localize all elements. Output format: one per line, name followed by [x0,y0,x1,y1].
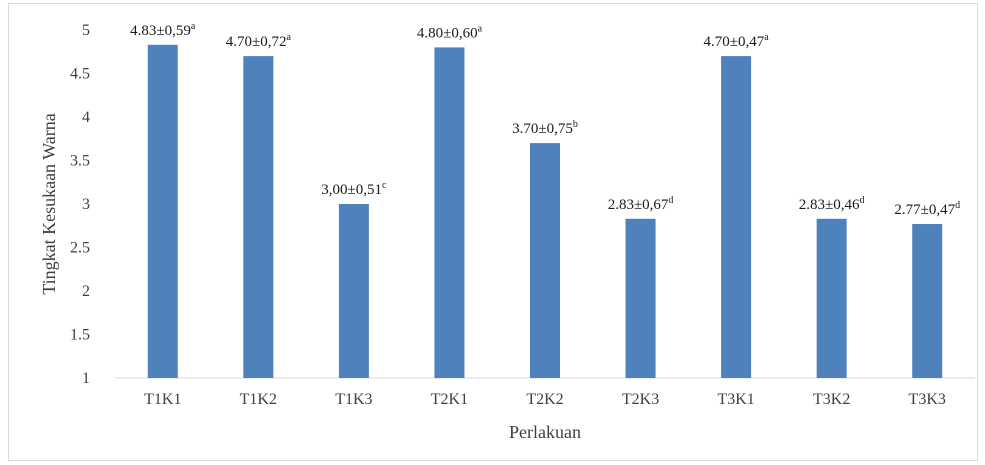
data-labels: 4.83±0,59a 4.70±0,72a 3,00±0,51c 4.80±0,60a… [130,21,960,218]
y-tick-label: 1.5 [70,327,90,344]
x-tick-label: T3K1 [717,391,754,408]
data-label: 2.77±0,47d [894,200,960,218]
data-label: 2.83±0,46d [799,195,865,213]
y-tick-label: 2.5 [70,240,90,257]
bar [816,218,847,378]
data-label: 3.70±0,75b [512,119,578,137]
x-tick-label: T2K2 [526,391,563,408]
x-tick-label: T3K3 [909,391,946,408]
data-label: 4.70±0,47a [704,32,770,50]
bar [530,143,560,378]
bar [912,224,943,378]
x-tick-label: T2K3 [622,391,659,408]
y-tick-label: 5 [82,22,90,39]
data-label: 2.83±0,67d [608,195,674,213]
x-tick-label: T3K2 [813,391,850,408]
y-axis-title: Tingkat Kesukaan Warna [39,113,59,295]
bars [147,44,943,379]
y-tick-label: 3 [82,196,90,213]
y-tick-label: 4 [82,109,90,126]
bar [721,56,752,378]
bar [147,44,178,378]
x-axis-ticks: T1K1 T1K2 T1K3 T2K1 T2K2 T2K3 T3K1 T3K2 T3K3 [144,391,946,408]
y-tick-label: 2 [82,283,90,300]
data-label: 4.70±0,72a [226,32,292,50]
x-tick-label: T1K1 [144,391,181,408]
bar [625,218,656,378]
x-tick-label: T1K2 [240,391,277,408]
bar [338,204,369,378]
y-axis-ticks: 1 1.5 2 2.5 3 3.5 4 4.5 5 [70,22,90,387]
bar [434,47,465,379]
y-tick-label: 1 [82,370,90,387]
bar [243,56,274,378]
data-label: 4.80±0,60a [417,23,483,41]
y-tick-label: 3.5 [70,153,90,170]
data-label: 4.83±0,59a [130,21,196,39]
data-label: 3,00±0,51c [321,180,387,198]
x-tick-label: T2K1 [431,391,468,408]
x-axis-title: Perlakuan [509,422,581,442]
y-tick-label: 4.5 [70,66,90,83]
x-tick-label: T1K3 [335,391,372,408]
